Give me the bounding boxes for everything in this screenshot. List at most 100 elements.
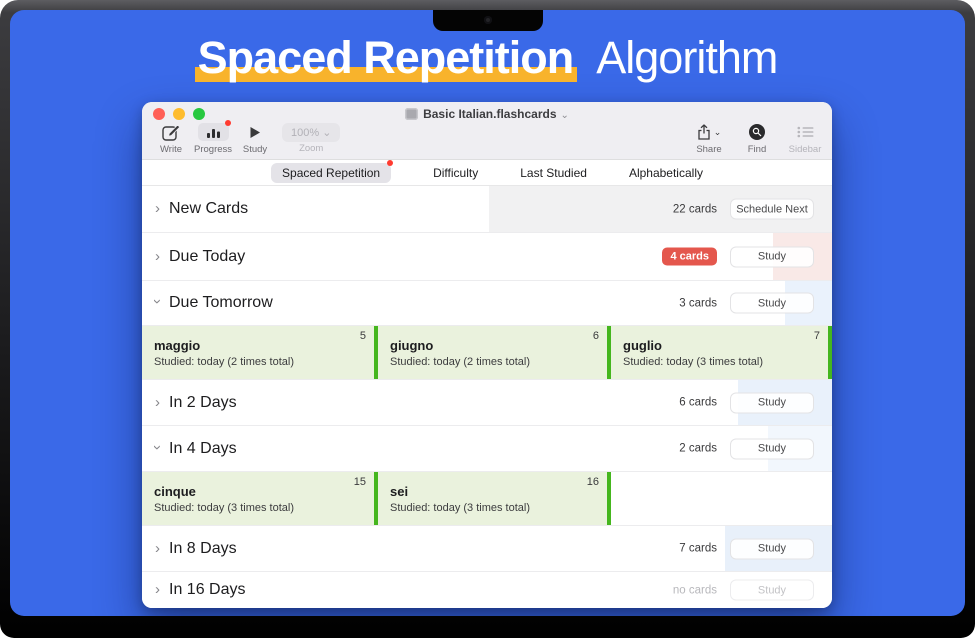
chevron-down-icon: ⌄ (713, 126, 722, 137)
progress-button[interactable]: Progress (194, 120, 233, 155)
chevron-right-icon[interactable]: › (155, 199, 160, 217)
flashcard-guglio[interactable]: 7 guglio Studied: today (3 times total) (611, 326, 828, 379)
flashcard-maggio[interactable]: 5 maggio Studied: today (2 times total) (142, 326, 374, 379)
tab-spaced-repetition[interactable]: Spaced Repetition (271, 159, 394, 183)
card-divider (374, 326, 378, 379)
card-number: 6 (592, 330, 599, 342)
flashcards-window: Basic Italian.flashcards ⌄ Write (142, 102, 832, 608)
card-divider (374, 472, 378, 525)
study-button[interactable]: Study (730, 246, 814, 267)
card-count: 7 cards (679, 542, 717, 555)
chevron-right-icon[interactable]: › (155, 539, 160, 557)
sort-tabbar: Spaced Repetition Difficulty Last Studie… (142, 159, 832, 186)
tab-label: Spaced Repetition (282, 165, 381, 180)
section-title: In 16 Days (169, 581, 246, 598)
card-front: sei (390, 484, 409, 499)
study-button[interactable]: Study (730, 292, 814, 314)
card-number: 5 (359, 330, 366, 342)
progress-label: Progress (194, 144, 233, 155)
study-button-toolbar[interactable]: Study (238, 121, 272, 155)
card-number: 15 (353, 476, 366, 488)
section-row-in-8-days[interactable]: › In 8 Days 7 cards Study (142, 526, 832, 572)
bar-chart-icon (197, 120, 231, 143)
sidebar-list-icon (797, 121, 814, 143)
minimize-button[interactable] (173, 108, 185, 120)
chevron-right-icon[interactable]: › (155, 393, 160, 411)
in-4-days-cards: 15 cinque Studied: today (3 times total)… (142, 472, 832, 526)
study-label: Study (242, 144, 268, 155)
document-proxy-icon (405, 108, 419, 120)
tab-alphabetically[interactable]: Alphabetically (628, 165, 703, 180)
play-icon (249, 121, 261, 143)
page-title: Spaced Repetition Algorithm (10, 32, 965, 84)
traffic-lights (153, 108, 205, 120)
card-count: 22 cards (672, 203, 717, 215)
card-detail: Studied: today (2 times total) (154, 356, 295, 368)
section-row-new-cards[interactable]: › New Cards 22 cards Schedule Next (142, 186, 832, 233)
write-label: Write (160, 144, 182, 155)
flashcard-sei[interactable]: 16 sei Studied: today (3 times total) (378, 472, 607, 525)
study-button[interactable]: Study (730, 392, 814, 413)
study-button-disabled[interactable]: Study (730, 579, 814, 601)
card-count: 3 cards (679, 297, 717, 309)
share-icon: ⌄ (697, 121, 722, 143)
fullscreen-button[interactable] (193, 108, 205, 120)
card-detail: Studied: today (2 times total) (390, 356, 531, 368)
schedule-next-button[interactable]: Schedule Next (730, 198, 814, 220)
find-button[interactable]: Find (740, 121, 774, 155)
card-number: 7 (813, 330, 820, 342)
search-icon (749, 121, 765, 143)
section-row-due-today[interactable]: › Due Today 4 cards Study (142, 233, 832, 281)
chevron-down-icon[interactable]: › (149, 444, 166, 450)
chevron-right-icon[interactable]: › (155, 580, 160, 598)
sidebar-button[interactable]: Sidebar (788, 121, 822, 155)
tab-last-studied[interactable]: Last Studied (520, 165, 587, 180)
chevron-down-icon[interactable]: › (149, 299, 166, 304)
page-title-rest-text: Algorithm (596, 32, 778, 83)
section-row-in-2-days[interactable]: › In 2 Days 6 cards Study (142, 380, 832, 426)
zoom-dropdown[interactable]: 100% ⌄ (282, 123, 341, 142)
share-button[interactable]: ⌄ Share (692, 121, 726, 155)
card-number: 16 (586, 476, 599, 488)
window-title-text: Basic Italian.flashcards (423, 107, 557, 121)
card-count: 6 cards (679, 396, 717, 409)
sections-list: › New Cards 22 cards Schedule Next › Due… (142, 186, 832, 608)
laptop-screen: Spaced Repetition Algorithm Basic Italia… (10, 10, 965, 616)
page-title-rest (585, 32, 597, 83)
section-title: In 8 Days (169, 539, 237, 557)
window-title[interactable]: Basic Italian.flashcards ⌄ (142, 107, 832, 121)
zoom-control: 100% ⌄ Zoom (282, 123, 341, 154)
section-title: In 2 Days (169, 393, 237, 411)
flashcard-giugno[interactable]: 6 giugno Studied: today (2 times total) (378, 326, 607, 379)
card-count: no cards (672, 584, 717, 596)
chevron-right-icon[interactable]: › (155, 247, 160, 265)
study-button[interactable]: Study (730, 538, 814, 559)
empty-card-slot (611, 472, 832, 525)
unread-dot (224, 120, 231, 126)
flashcard-cinque[interactable]: 15 cinque Studied: today (3 times total) (142, 472, 374, 525)
section-title: Due Today (169, 247, 246, 265)
sidebar-label: Sidebar (788, 144, 822, 155)
card-front: giugno (390, 338, 434, 353)
close-button[interactable] (153, 108, 165, 120)
section-title: New Cards (169, 200, 249, 217)
toolbar-right-group: ⌄ Share Find (692, 121, 822, 155)
card-count: 2 cards (679, 442, 717, 455)
page-title-highlighted: Spaced Repetition (197, 32, 575, 83)
section-row-in-16-days[interactable]: › In 16 Days no cards Study (142, 572, 832, 608)
section-row-due-tomorrow[interactable]: › Due Tomorrow 3 cards Study (142, 281, 832, 326)
card-divider (828, 326, 832, 379)
study-button[interactable]: Study (730, 438, 814, 459)
section-title: Due Tomorrow (169, 294, 273, 311)
find-label: Find (747, 144, 767, 155)
tab-difficulty[interactable]: Difficulty (433, 165, 479, 180)
card-front: guglio (623, 338, 662, 353)
due-tomorrow-cards: 5 maggio Studied: today (2 times total) … (142, 326, 832, 380)
due-count-badge: 4 cards (662, 247, 717, 266)
write-button[interactable]: Write (154, 121, 188, 155)
toolbar: Basic Italian.flashcards ⌄ Write (142, 102, 832, 160)
section-row-in-4-days[interactable]: › In 4 Days 2 cards Study (142, 426, 832, 472)
card-front: cinque (154, 484, 196, 499)
compose-icon (161, 121, 181, 143)
zoom-value: 100% (291, 127, 320, 139)
